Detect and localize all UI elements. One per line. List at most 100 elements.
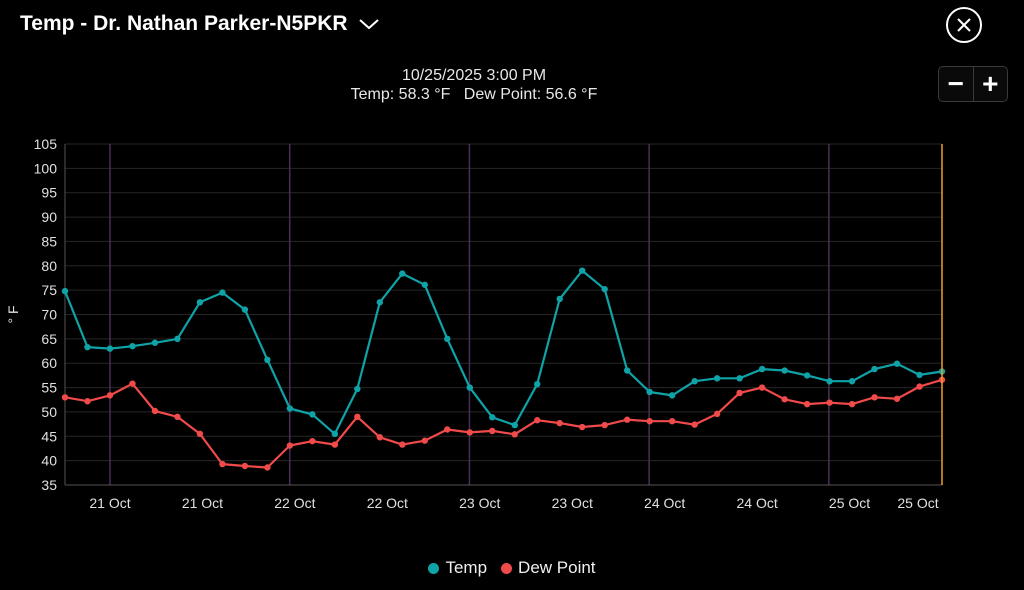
data-point (106, 345, 114, 352)
x-tick-label: 22 Oct (274, 495, 315, 510)
data-point (129, 342, 136, 350)
y-tick-label: 100 (34, 160, 58, 176)
y-tick-label: 50 (41, 404, 57, 420)
data-point (286, 442, 294, 449)
data-point (623, 367, 631, 374)
close-icon (957, 18, 971, 32)
x-tick-label: 22 Oct (367, 495, 408, 510)
data-point (736, 375, 743, 382)
data-point (444, 335, 451, 343)
zoom-out-button[interactable]: − (947, 68, 964, 99)
data-point (444, 426, 451, 433)
chart-header[interactable]: Temp - Dr. Nathan Parker-N5PKR (20, 8, 380, 40)
y-tick-label: 90 (41, 209, 57, 225)
data-point (331, 441, 339, 448)
data-point (61, 287, 69, 295)
data-point (601, 285, 608, 293)
chart-legend: Temp Dew Point (0, 558, 1024, 578)
series-line-temp (63, 269, 943, 435)
x-tick-label: 21 Oct (89, 495, 130, 510)
chevron-down-icon[interactable] (358, 17, 380, 31)
series-line-dew-point (64, 378, 943, 469)
data-point (264, 464, 271, 471)
data-point (489, 427, 496, 435)
y-tick-label: 55 (41, 380, 57, 396)
y-axis-title: ° F (5, 305, 21, 323)
data-point (601, 421, 608, 429)
x-tick-label: 21 Oct (182, 495, 223, 510)
data-point (286, 405, 294, 412)
data-point (758, 365, 766, 373)
data-point (376, 299, 384, 306)
temperature-chart[interactable]: 35 40 45 50 55 60 65 70 75 80 85 90 95 100 105 21 Oct 21… (0, 130, 1024, 510)
y-tick-label: 105 (34, 136, 58, 152)
data-point (151, 339, 159, 346)
y-tick-label: 40 (41, 453, 57, 469)
y-tick-label: 35 (41, 477, 57, 493)
data-point (781, 396, 788, 403)
data-point (713, 410, 721, 418)
legend-item-dew-point[interactable]: Dew Point (501, 558, 596, 578)
data-point (174, 335, 181, 343)
data-point (106, 392, 114, 399)
data-point (466, 384, 473, 391)
data-point (151, 407, 159, 415)
data-point (713, 375, 721, 382)
zoom-in-button[interactable]: + (972, 67, 1008, 101)
data-point (511, 421, 518, 429)
data-point (399, 441, 406, 448)
data-point (848, 400, 856, 408)
data-point (84, 398, 91, 405)
y-tick-label: 70 (41, 307, 57, 323)
data-point (556, 419, 563, 427)
data-point (309, 437, 316, 445)
data-point (893, 360, 901, 367)
x-tick-label: 23 Oct (459, 495, 500, 510)
data-point (264, 356, 271, 364)
data-point (826, 399, 833, 406)
x-tick-label: 24 Oct (644, 495, 685, 510)
data-point (826, 378, 833, 385)
data-point (556, 295, 563, 303)
data-point (579, 423, 586, 431)
legend-item-temp[interactable]: Temp (428, 558, 487, 578)
legend-label-temp: Temp (445, 558, 488, 577)
data-point (668, 392, 676, 399)
legend-label-dew-point: Dew Point (518, 558, 596, 577)
data-point (871, 394, 878, 401)
y-tick-label: 65 (41, 331, 57, 347)
data-point (758, 384, 766, 391)
data-point (399, 270, 406, 277)
x-tick-label: 23 Oct (552, 495, 593, 510)
data-point (241, 306, 249, 313)
data-point (534, 417, 541, 424)
data-point (736, 389, 743, 397)
data-point (331, 430, 339, 438)
data-point (871, 365, 878, 373)
x-tick-label: 25 Oct (829, 495, 870, 510)
data-point (174, 413, 181, 420)
data-point (623, 416, 631, 423)
data-point (219, 460, 226, 468)
station-title[interactable]: Temp - Dr. Nathan Parker-N5PKR (20, 12, 348, 35)
readout-values: Temp: 58.3 °F Dew Point: 56.6 °F (350, 86, 598, 103)
data-point (61, 394, 69, 401)
y-tick-label: 45 (41, 428, 57, 444)
data-point (84, 343, 91, 351)
legend-dot-temp (428, 562, 440, 574)
data-point (309, 411, 316, 418)
readout-datetime: 10/25/2025 3:00 PM (401, 67, 547, 84)
data-point (196, 430, 204, 438)
data-point (196, 299, 204, 306)
data-point (466, 429, 473, 436)
y-tick-label: 85 (41, 233, 57, 249)
y-tick-label: 95 (41, 185, 57, 201)
data-point (219, 289, 226, 296)
close-button[interactable] (946, 7, 982, 43)
data-point (489, 414, 496, 421)
data-point (691, 378, 698, 385)
data-point (354, 413, 361, 420)
data-point (241, 462, 249, 470)
data-point (511, 431, 518, 438)
data-point (803, 400, 811, 408)
